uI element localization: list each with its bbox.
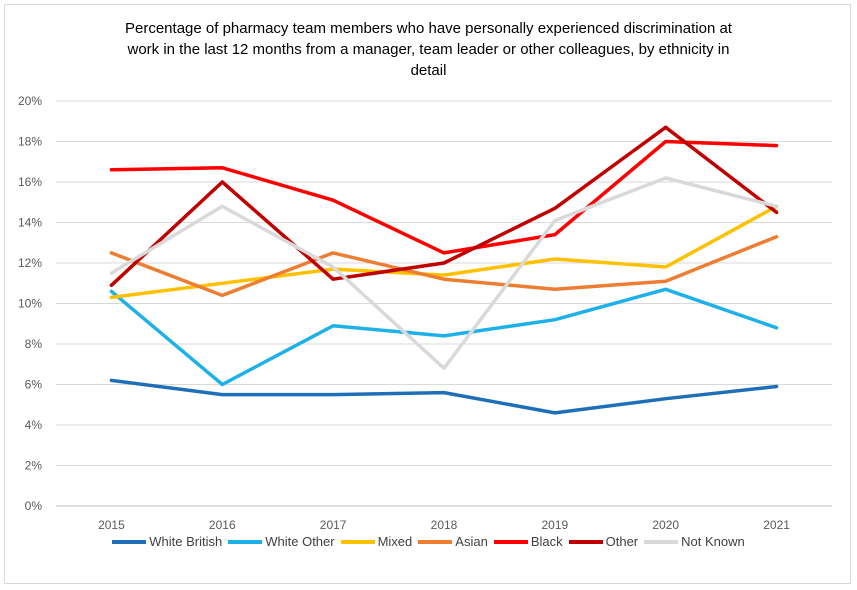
legend-swatch: [418, 539, 453, 544]
x-tick-label: 2020: [652, 518, 679, 532]
x-tick-label: 2015: [98, 518, 125, 532]
series-line-black: [109, 139, 779, 255]
legend-swatch: [228, 539, 263, 544]
chart-title-line-3: detail: [410, 62, 447, 79]
legend-swatch: [340, 539, 375, 544]
y-tick-label: 12%: [18, 256, 42, 270]
legend-item-asian: Asian: [418, 534, 488, 549]
y-tick-label: 6%: [25, 378, 43, 392]
y-tick-label: 8%: [25, 337, 43, 351]
y-tick-label: 16%: [18, 175, 42, 189]
series-line-white-british: [109, 378, 779, 415]
legend-swatch: [568, 539, 603, 544]
legend-label: Asian: [455, 534, 488, 550]
legend-item-black: Black: [493, 534, 563, 550]
y-tick-label: 0%: [25, 499, 43, 513]
legend-item-white-other: White Other: [228, 534, 335, 550]
x-tick-label: 2021: [763, 518, 790, 532]
legend-item-not-known: Not Known: [644, 534, 745, 549]
y-tick-label: 14%: [18, 216, 42, 230]
legend-item-mixed: Mixed: [340, 534, 413, 550]
y-tick-label: 10%: [18, 297, 42, 311]
x-tick-label: 2017: [320, 518, 347, 532]
legend-item-white-british: White British: [112, 534, 222, 549]
series-line-white-other: [109, 287, 779, 387]
series-line-other: [109, 125, 779, 288]
legend-label: Black: [530, 534, 563, 550]
legend-label: Other: [605, 534, 639, 550]
series-line-mixed: [109, 204, 779, 300]
legend-swatch: [493, 539, 528, 544]
chart-title-line-1: Percentage of pharmacy team members who …: [125, 20, 732, 37]
legend-item-other: Other: [568, 534, 639, 550]
x-tick-label: 2019: [542, 518, 569, 532]
x-tick-label: 2016: [209, 518, 236, 532]
legend-label: Not Known: [681, 534, 745, 550]
y-tick-label: 4%: [25, 418, 43, 432]
y-tick-label: 20%: [18, 94, 42, 108]
y-tick-label: 18%: [18, 135, 42, 149]
legend: White British White Other Mixed Asian Black O…: [0, 533, 857, 549]
series-line-asian: [109, 234, 779, 298]
legend-label: White Other: [265, 534, 335, 550]
legend-swatch: [644, 539, 679, 544]
y-tick-label: 2%: [25, 459, 43, 473]
legend-label: Mixed: [377, 534, 413, 550]
chart-title-line-2: work in the last 12 months from a manage…: [127, 41, 730, 58]
legend-label: White British: [149, 534, 223, 550]
x-tick-label: 2018: [431, 518, 458, 532]
series-line-not-known: [109, 176, 779, 371]
legend-swatch: [112, 539, 147, 544]
